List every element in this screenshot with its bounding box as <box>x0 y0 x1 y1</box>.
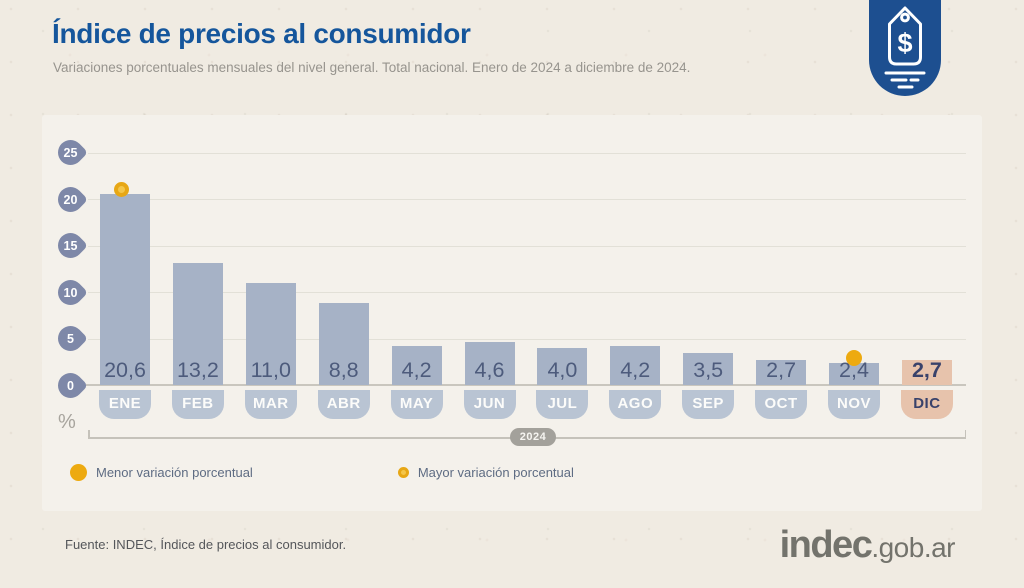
indec-logo: indec .gob.ar <box>779 524 956 567</box>
y-axis-marker-20: 20 <box>52 181 88 217</box>
legend-label-min: Menor variación porcentual <box>96 465 253 480</box>
bar-value-ENE: 20,6 <box>104 358 146 382</box>
y-axis-marker-label: 10 <box>63 285 77 300</box>
bar-ENE <box>100 193 150 385</box>
month-label-SEP: SEP <box>682 390 735 419</box>
month-label-JUL: JUL <box>536 390 589 419</box>
x-axis-bracket-tick-left <box>88 430 90 438</box>
month-label-JUN: JUN <box>463 390 516 419</box>
bar-value-FEB: 13,2 <box>176 358 219 382</box>
svg-text:$: $ <box>897 28 912 58</box>
page-title: Índice de precios al consumidor <box>52 18 471 49</box>
bar-AGO <box>610 346 661 385</box>
bar-SEP <box>683 352 734 385</box>
month-label-ABR: ABR <box>317 390 370 419</box>
indec-logo-suffix: .gob.ar <box>871 532 955 563</box>
legend-item-max: Mayor variación porcentual <box>397 465 574 480</box>
y-axis-marker-5: 5 <box>52 320 88 357</box>
bar-JUL <box>537 347 588 385</box>
grid-line-15 <box>88 245 966 247</box>
max-variation-dot-icon <box>113 182 129 198</box>
chart-panel: 0 5 10 15 20 25 20,6 ENE 13,2 FEB 11,0 MAR 8,8 ABR 4,2… <box>42 115 982 511</box>
y-axis-marker-label: 5 <box>66 331 74 346</box>
grid-line-10 <box>88 292 966 294</box>
month-label-FEB: FEB <box>171 390 224 419</box>
grid-line-5 <box>88 338 966 340</box>
year-badge: 2024 <box>510 428 556 446</box>
legend: Menor variación porcentual Mayor variaci… <box>70 464 574 481</box>
month-label-MAY: MAY <box>390 390 443 419</box>
min-variation-dot-icon <box>846 349 862 366</box>
bar-ABR <box>318 303 369 385</box>
grid-line-20 <box>88 199 966 201</box>
bar-JUN <box>464 342 515 385</box>
month-label-AGO: AGO <box>609 390 662 419</box>
page-subtitle: Variaciones porcentuales mensuales del n… <box>53 60 691 75</box>
solid-yellow-dot-icon <box>70 464 87 481</box>
bar-value-MAR: 11,0 <box>250 358 291 382</box>
bar-value-OCT: 2,7 <box>766 358 797 382</box>
indec-logo-main: indec <box>779 524 873 566</box>
month-label-OCT: OCT <box>755 390 808 419</box>
price-tag-icon: $ <box>869 0 941 101</box>
grid-line-25 <box>88 152 966 154</box>
y-axis-marker-0: 0 <box>52 367 88 403</box>
bar-value-SEP: 3,5 <box>693 358 724 382</box>
bar-value-AGO: 4,2 <box>620 358 651 382</box>
y-axis-marker-label: 15 <box>63 238 77 253</box>
bar-OCT <box>756 359 807 385</box>
bar-value-MAY: 4,2 <box>401 358 432 382</box>
legend-item-min: Menor variación porcentual <box>70 464 253 481</box>
bar-MAR <box>245 282 296 385</box>
month-label-DIC: DIC <box>900 390 953 419</box>
month-label-ENE: ENE <box>99 390 151 419</box>
bar-NOV <box>829 362 879 385</box>
bar-MAY <box>391 346 442 385</box>
y-axis-marker-label: 20 <box>63 192 77 207</box>
bar-value-JUN: 4,6 <box>474 358 505 382</box>
y-axis-marker-label: 0 <box>66 378 74 392</box>
source-note: Fuente: INDEC, Índice de precios al cons… <box>65 537 347 552</box>
y-axis-marker-10: 10 <box>52 274 88 310</box>
y-axis-marker-15: 15 <box>52 228 88 264</box>
y-axis-unit-label: % <box>58 411 76 433</box>
bar-FEB <box>172 262 223 385</box>
ringed-yellow-dot-icon <box>397 467 409 478</box>
y-axis-marker-label: 25 <box>63 145 77 160</box>
month-label-NOV: NOV <box>828 390 880 419</box>
bar-value-ABR: 8,8 <box>328 358 359 382</box>
month-label-MAR: MAR <box>244 390 297 419</box>
x-axis-bracket-tick-right <box>964 430 966 438</box>
bar-DIC <box>901 359 952 385</box>
bar-value-JUL: 4,0 <box>547 358 578 382</box>
y-axis-marker-25: 25 <box>52 135 88 171</box>
bar-value-DIC: 2,7 <box>911 358 942 382</box>
x-axis-baseline <box>86 384 966 386</box>
legend-label-max: Mayor variación porcentual <box>417 465 574 480</box>
price-tag-badge: $ <box>869 0 941 96</box>
